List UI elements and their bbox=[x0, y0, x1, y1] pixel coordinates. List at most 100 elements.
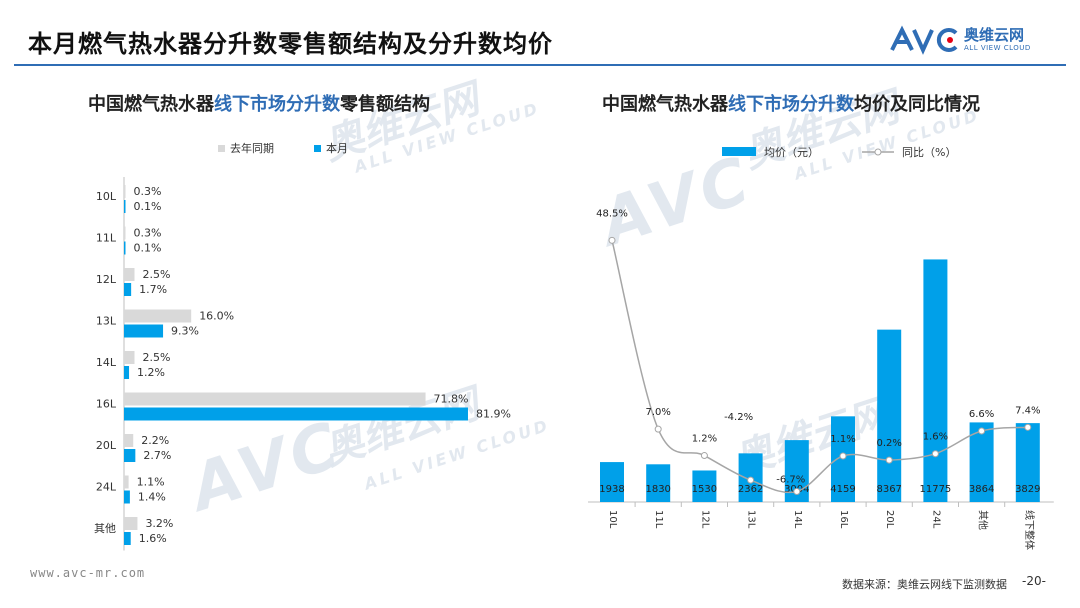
bar-last-year bbox=[124, 226, 126, 240]
left-chart-title-highlight: 线下市场分升数 bbox=[214, 94, 340, 115]
bar-last-year bbox=[124, 268, 135, 281]
data-label: 1.2% bbox=[137, 366, 165, 379]
price-label: 4159 bbox=[830, 484, 855, 495]
bar-this-month bbox=[124, 200, 126, 213]
category-label: 14L bbox=[792, 510, 803, 529]
bar-last-year bbox=[124, 434, 134, 447]
bar-last-year bbox=[124, 185, 126, 198]
price-label: 3864 bbox=[969, 484, 994, 495]
price-bar bbox=[600, 462, 624, 502]
data-label: 16.0% bbox=[199, 310, 234, 323]
data-label: 0.1% bbox=[134, 200, 162, 213]
price-bar bbox=[646, 464, 671, 502]
price-bar bbox=[969, 422, 994, 502]
data-label: 2.7% bbox=[143, 449, 171, 462]
category-label: 14L bbox=[96, 356, 117, 369]
yoy-label: 48.5% bbox=[596, 208, 628, 219]
left-bar-chart: 去年同期 本月 10L 0.3% 0.1% 11L 0.3% 0.1% 12L 2.5% 1.7% 1… bbox=[94, 141, 511, 551]
right-combo-chart: 均价（元）同比（%）193810L183011L153012L236213L30… bbox=[588, 146, 1054, 550]
left-chart-title: 中国燃气热水器线下市场分升数零售额结构 bbox=[88, 90, 430, 116]
category-label: 其他 bbox=[977, 510, 990, 530]
bar-last-year bbox=[124, 475, 129, 489]
bar-last-year bbox=[124, 309, 192, 323]
bar-this-month bbox=[124, 407, 468, 421]
yoy-label: 1.1% bbox=[830, 434, 855, 445]
category-label: 线下整体 bbox=[1023, 510, 1036, 550]
price-label: 3829 bbox=[1015, 484, 1040, 495]
yoy-point bbox=[700, 452, 708, 460]
price-bar bbox=[1015, 423, 1040, 502]
yoy-point bbox=[839, 452, 847, 460]
category-label: 24L bbox=[930, 510, 941, 529]
yoy-line bbox=[611, 240, 1028, 494]
bar-this-month bbox=[124, 490, 130, 504]
price-label: 1530 bbox=[692, 484, 717, 495]
data-label: 81.9% bbox=[476, 408, 511, 421]
category-label: 10L bbox=[607, 510, 618, 529]
category-label: 10L bbox=[96, 190, 117, 203]
data-label: 9.3% bbox=[171, 325, 199, 338]
category-label: 11L bbox=[96, 232, 117, 245]
category-label: 24L bbox=[96, 481, 117, 494]
slide-title: 本月燃气热水器分升数零售额结构及分升数均价 bbox=[28, 30, 553, 58]
title-divider bbox=[14, 64, 1066, 66]
category-label: 其他 bbox=[94, 522, 116, 535]
bar-last-year bbox=[124, 517, 138, 530]
legend-label: 均价（元） bbox=[764, 146, 819, 159]
data-label: 1.7% bbox=[139, 283, 167, 296]
price-label: 1830 bbox=[645, 484, 670, 495]
bar-this-month bbox=[124, 366, 130, 379]
yoy-label: 7.4% bbox=[1015, 405, 1040, 416]
yoy-label: 0.2% bbox=[876, 438, 901, 449]
category-label: 20L bbox=[96, 439, 117, 452]
legend-swatch bbox=[218, 145, 225, 152]
legend-marker bbox=[874, 148, 882, 156]
bar-this-month bbox=[124, 283, 132, 296]
data-label: 0.3% bbox=[134, 227, 162, 240]
data-label: 1.6% bbox=[139, 532, 167, 545]
bar-this-month bbox=[124, 532, 131, 545]
yoy-point bbox=[608, 236, 616, 244]
yoy-point bbox=[793, 487, 801, 495]
brand-logo: 奥维云网 ALL VIEW CLOUD bbox=[890, 22, 1060, 58]
right-chart-title-pre: 中国燃气热水器 bbox=[602, 94, 728, 115]
footer-url: www.avc-mr.com bbox=[30, 566, 146, 580]
yoy-label: -6.7% bbox=[776, 474, 805, 485]
category-label: 16L bbox=[838, 510, 849, 529]
price-label: 11775 bbox=[919, 484, 951, 495]
data-label: 71.8% bbox=[434, 393, 469, 406]
bar-this-month bbox=[124, 241, 126, 255]
right-chart-title: 中国燃气热水器线下市场分升数均价及同比情况 bbox=[602, 90, 980, 116]
yoy-point bbox=[978, 427, 986, 435]
category-label: 13L bbox=[746, 510, 757, 529]
bar-last-year bbox=[124, 351, 135, 364]
data-label: 0.1% bbox=[134, 242, 162, 255]
price-bar bbox=[923, 259, 948, 502]
category-label: 13L bbox=[96, 315, 117, 328]
category-label: 11L bbox=[653, 510, 664, 529]
legend-swatch bbox=[314, 145, 321, 152]
legend-label: 同比（%） bbox=[902, 146, 956, 159]
price-bar bbox=[877, 329, 902, 502]
right-chart-title-post: 均价及同比情况 bbox=[854, 94, 980, 115]
category-label: 16L bbox=[96, 398, 117, 411]
bar-this-month bbox=[124, 324, 164, 338]
data-label: 0.3% bbox=[134, 185, 162, 198]
yoy-label: 1.2% bbox=[692, 434, 717, 445]
price-label: 1938 bbox=[599, 484, 624, 495]
yoy-label: 1.6% bbox=[923, 432, 948, 443]
yoy-label: 6.6% bbox=[969, 409, 994, 420]
price-label: 2362 bbox=[738, 484, 763, 495]
left-chart-title-pre: 中国燃气热水器 bbox=[88, 94, 214, 115]
logo-text-en: ALL VIEW CLOUD bbox=[964, 44, 1031, 52]
price-label: 8367 bbox=[876, 484, 901, 495]
data-label: 2.5% bbox=[143, 351, 171, 364]
data-label: 1.4% bbox=[138, 491, 166, 504]
right-chart-title-highlight: 线下市场分升数 bbox=[728, 94, 854, 115]
yoy-label: 7.0% bbox=[645, 407, 670, 418]
yoy-point bbox=[885, 456, 893, 464]
legend-label: 去年同期 bbox=[230, 141, 274, 155]
category-label: 20L bbox=[884, 510, 895, 529]
yoy-point bbox=[654, 425, 662, 433]
yoy-point bbox=[931, 450, 939, 458]
